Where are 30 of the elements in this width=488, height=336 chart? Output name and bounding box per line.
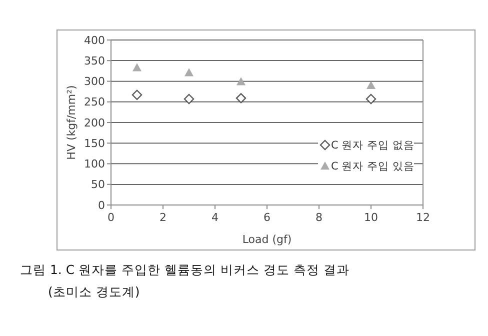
y-tick-label: 100 bbox=[84, 158, 105, 171]
y-tick-label: 300 bbox=[84, 75, 105, 88]
y-tick-label: 350 bbox=[84, 54, 105, 68]
y-tick-label: 150 bbox=[84, 136, 105, 150]
point bbox=[366, 80, 376, 89]
point bbox=[236, 77, 246, 86]
x-tick-label: 8 bbox=[316, 211, 322, 224]
y-axis-title: HV (kgf/mm²) bbox=[65, 85, 78, 160]
point bbox=[236, 93, 246, 104]
x-tick-label: 6 bbox=[264, 211, 270, 224]
point bbox=[366, 94, 376, 104]
x-axis-title: Load (gf) bbox=[242, 233, 292, 246]
text: (초미소 경도계) bbox=[48, 284, 140, 299]
y-tick-label: 400 bbox=[84, 34, 105, 47]
y-tick-label: 200 bbox=[84, 116, 105, 130]
y-tick-label: 50 bbox=[91, 178, 105, 192]
y-tick-label: 250 bbox=[84, 96, 105, 109]
legend-label: C 원자 주입 없음 bbox=[331, 140, 414, 152]
point bbox=[132, 90, 142, 100]
legend-label: C 원자 주입 있음 bbox=[331, 160, 414, 173]
point bbox=[132, 63, 142, 72]
x-tick-label: 4 bbox=[212, 211, 218, 224]
x-tick-label: 10 bbox=[364, 211, 378, 224]
point bbox=[184, 94, 194, 104]
x-tick-label: 2 bbox=[160, 211, 166, 224]
y-tick-label: 0 bbox=[98, 198, 105, 212]
x-tick-label: 0 bbox=[108, 211, 114, 224]
x-tick-label: 12 bbox=[416, 211, 430, 224]
point bbox=[184, 68, 194, 76]
caption: 그림 1. C 원자를 주입한 헬륨동의 비커스 경도 측정 결과 bbox=[20, 262, 350, 277]
